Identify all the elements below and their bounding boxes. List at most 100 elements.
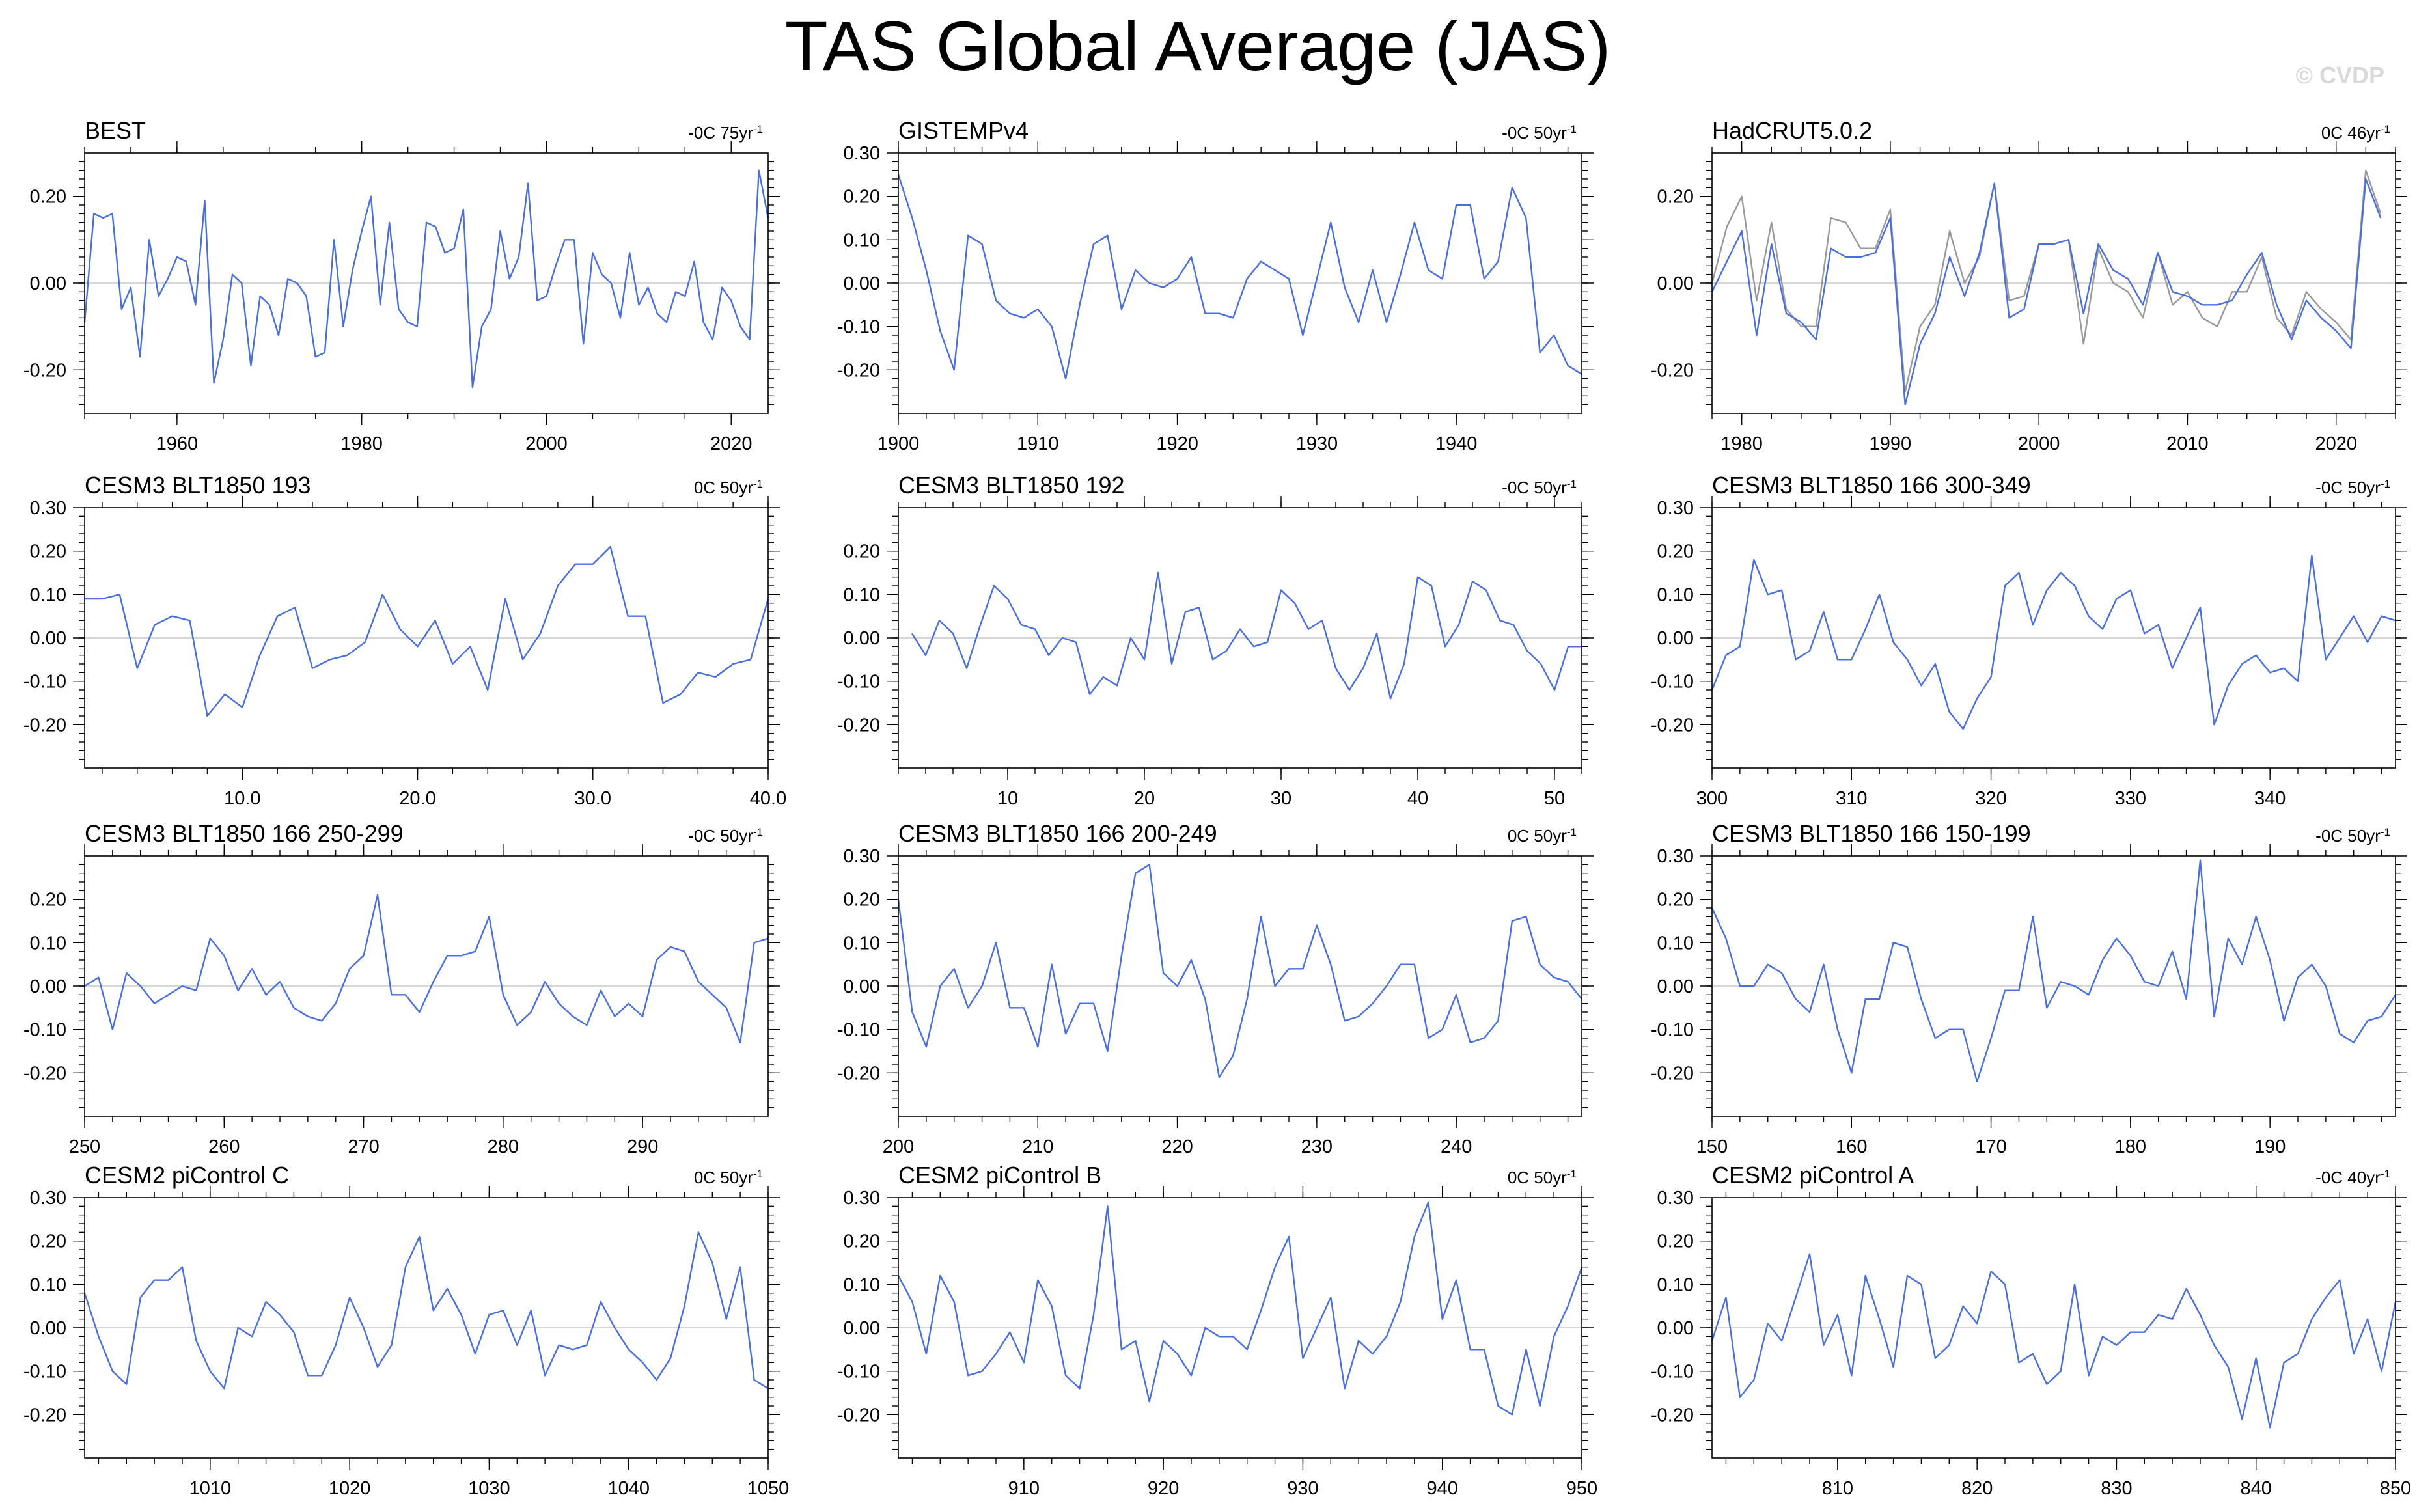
panel-trend-label: -0C 50yr-1	[688, 826, 763, 846]
panel-title: CESM2 piControl B	[898, 1162, 1101, 1189]
y-tick-label: 0.00	[30, 1318, 66, 1339]
panel-title: GISTEMPv4	[898, 117, 1029, 144]
y-tick-label: 0.00	[30, 273, 66, 294]
chart-panel-7: CESM3 BLT1850 166 250-299 -0C 50yr-1 -0.20…	[23, 820, 780, 1157]
y-tick-label: 0.30	[844, 143, 880, 164]
x-tick-label: 20	[1134, 788, 1155, 809]
x-tick-label: 1940	[1435, 433, 1478, 454]
y-tick-label: -0.20	[23, 1063, 66, 1084]
chart-panel-9: CESM3 BLT1850 166 150-199 -0C 50yr-1 -0.20…	[1651, 820, 2407, 1157]
x-tick-label: 30.0	[575, 788, 611, 809]
panel-title: CESM3 BLT1850 166 200-249	[898, 820, 1217, 847]
x-tick-label: 300	[1696, 788, 1728, 809]
y-tick-label: 0.00	[1657, 628, 1694, 649]
y-tick-label: -0.10	[837, 672, 880, 693]
x-tick-label: 810	[1822, 1478, 1853, 1499]
y-tick-label: 0.30	[1657, 846, 1694, 867]
x-tick-label: 1900	[877, 433, 920, 454]
series-line-1	[897, 174, 1582, 379]
x-tick-label: 1050	[747, 1478, 790, 1499]
x-tick-label: 1010	[189, 1478, 232, 1499]
y-tick-label: -0.10	[1651, 1362, 1694, 1382]
plot-frame	[898, 152, 1582, 414]
chart-panel-8: CESM3 BLT1850 166 200-249 0C 50yr-1 -0.20 -…	[837, 820, 1594, 1157]
x-tick-label: 1930	[1296, 433, 1338, 454]
plot-frame	[1711, 507, 2396, 769]
y-tick-label: -0.20	[837, 360, 880, 381]
y-tick-label: 0.30	[1657, 1188, 1694, 1209]
x-tick-label: 940	[1427, 1478, 1458, 1499]
x-tick-label: 210	[1022, 1136, 1053, 1157]
plot-frame	[898, 855, 1582, 1117]
y-tick-label: 0.10	[1657, 584, 1694, 605]
x-tick-label: 1920	[1156, 433, 1198, 454]
y-tick-label: -0.20	[1651, 360, 1694, 381]
series-line-1	[1711, 169, 2382, 392]
x-tick-label: 1020	[329, 1478, 371, 1499]
x-tick-label: 1960	[156, 433, 199, 454]
panel-title: CESM3 BLT1850 192	[898, 472, 1125, 499]
x-tick-label: 220	[1161, 1136, 1193, 1157]
y-tick-label: 0.30	[30, 1188, 66, 1209]
y-tick-label: 0.00	[30, 628, 66, 649]
panel-trend-label: -0C 40yr-1	[2315, 1168, 2390, 1188]
chart-panel-2: GISTEMPv4 -0C 50yr-1 -0.20 -0.10 0.00 0.10 0.2…	[837, 117, 1594, 454]
x-tick-label: 150	[1696, 1136, 1728, 1157]
x-tick-label: 50	[1544, 788, 1565, 809]
y-tick-label: -0.10	[23, 1362, 66, 1382]
panel-title: HadCRUT5.0.2	[1712, 117, 1872, 144]
chart-panel-12: CESM2 piControl A -0C 40yr-1 -0.20 -0.10 0.0…	[1651, 1162, 2411, 1499]
x-tick-label: 190	[2254, 1136, 2286, 1157]
x-tick-label: 950	[1566, 1478, 1597, 1499]
series-line-1	[897, 864, 1582, 1079]
y-tick-label: 0.00	[1657, 1318, 1694, 1339]
x-tick-label: 200	[883, 1136, 914, 1157]
x-tick-label: 270	[348, 1136, 379, 1157]
x-tick-label: 40	[1407, 788, 1428, 809]
y-tick-label: 0.30	[844, 846, 880, 867]
y-tick-label: 0.30	[30, 498, 66, 519]
y-tick-label: 0.30	[1657, 498, 1694, 519]
x-tick-label: 320	[1975, 788, 2006, 809]
y-tick-label: -0.20	[23, 715, 66, 735]
x-tick-label: 820	[1961, 1478, 1993, 1499]
panel-trend-label: -0C 75yr-1	[688, 123, 763, 143]
y-tick-label: 0.10	[844, 230, 880, 251]
chart-panel-5: CESM3 BLT1850 192 -0C 50yr-1 -0.20 -0.10 0.0…	[837, 472, 1594, 809]
series-line-1	[1711, 859, 2397, 1082]
x-tick-label: 2020	[2315, 433, 2357, 454]
x-tick-label: 830	[2101, 1478, 2132, 1499]
panel-trend-label: 0C 50yr-1	[694, 1168, 763, 1188]
panel-title: BEST	[85, 117, 146, 144]
y-tick-label: -0.10	[1651, 672, 1694, 693]
y-tick-label: -0.10	[837, 317, 880, 338]
plot-frame	[84, 855, 769, 1117]
x-tick-label: 1990	[1870, 433, 1912, 454]
y-tick-label: -0.20	[837, 1405, 880, 1425]
plot-frame	[898, 507, 1582, 769]
x-tick-label: 1030	[468, 1478, 510, 1499]
chart-panel-1: BEST -0C 75yr-1 -0.20 0.00 0.20 1960 1980 2000 2…	[23, 117, 780, 454]
panel-title: CESM3 BLT1850 166 250-299	[85, 820, 404, 847]
chart-panel-10: CESM2 piControl C 0C 50yr-1 -0.20 -0.10 0.00…	[23, 1162, 789, 1499]
y-tick-label: -0.20	[837, 715, 880, 735]
y-tick-label: 0.30	[844, 1188, 880, 1209]
x-tick-label: 2000	[525, 433, 568, 454]
panel-title: CESM2 piControl C	[85, 1162, 289, 1189]
chart-panel-3: HadCRUT5.0.2 0C 46yr-1 -0.20 0.00 0.20 1980 19…	[1651, 117, 2407, 454]
x-tick-label: 10	[997, 788, 1018, 809]
y-tick-label: 0.10	[1657, 1274, 1694, 1295]
x-tick-label: 1040	[607, 1478, 650, 1499]
plot-frame	[1711, 855, 2396, 1117]
y-tick-label: -0.10	[837, 1020, 880, 1041]
y-tick-label: 0.00	[844, 628, 880, 649]
series-line-1	[1711, 1253, 2397, 1429]
x-tick-label: 160	[1836, 1136, 1867, 1157]
series-line-1	[83, 169, 769, 389]
series-line-1	[84, 894, 769, 1043]
y-tick-label: 0.20	[30, 1231, 66, 1252]
panel-grid: BEST -0C 75yr-1 -0.20 0.00 0.20 1960 1980 2000 2…	[23, 117, 2411, 1499]
panel-trend-label: 0C 50yr-1	[694, 478, 763, 498]
series-line-1	[911, 571, 1582, 700]
x-tick-label: 310	[1836, 788, 1867, 809]
